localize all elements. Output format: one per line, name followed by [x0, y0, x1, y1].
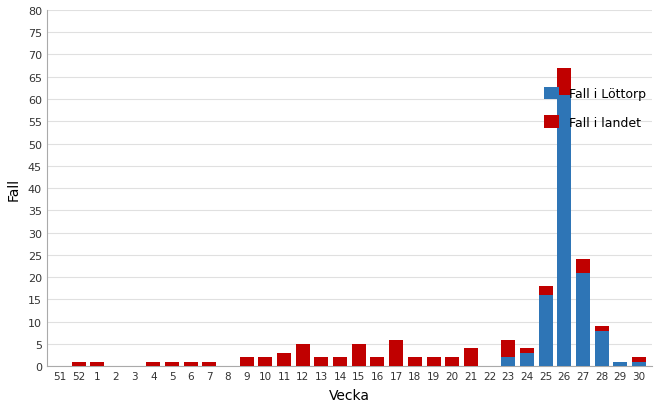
Bar	[632, 362, 646, 366]
Bar	[370, 357, 384, 366]
Bar	[520, 348, 534, 353]
Bar	[538, 295, 553, 366]
Bar	[445, 357, 459, 366]
Bar	[464, 348, 478, 366]
Bar	[576, 273, 590, 366]
Bar	[146, 362, 160, 366]
Bar	[558, 95, 571, 366]
Bar	[594, 331, 609, 366]
X-axis label: Vecka: Vecka	[329, 388, 370, 402]
Bar	[352, 344, 366, 366]
Bar	[501, 340, 515, 357]
Bar	[333, 357, 347, 366]
Bar	[296, 344, 310, 366]
Bar	[538, 286, 553, 295]
Bar	[90, 362, 104, 366]
Bar	[558, 69, 571, 95]
Bar	[614, 362, 627, 366]
Bar	[408, 357, 422, 366]
Bar	[258, 357, 272, 366]
Bar	[389, 340, 403, 366]
Bar	[314, 357, 328, 366]
Bar	[520, 353, 534, 366]
Bar	[426, 357, 440, 366]
Bar	[72, 362, 86, 366]
Bar	[501, 357, 515, 366]
Bar	[277, 353, 291, 366]
Bar	[202, 362, 216, 366]
Y-axis label: Fall: Fall	[7, 177, 21, 200]
Bar	[576, 260, 590, 273]
Legend: Fall i Löttorp, Fall i landet: Fall i Löttorp, Fall i landet	[537, 81, 652, 136]
Bar	[632, 357, 646, 362]
Bar	[165, 362, 179, 366]
Bar	[594, 326, 609, 331]
Bar	[184, 362, 198, 366]
Bar	[240, 357, 254, 366]
